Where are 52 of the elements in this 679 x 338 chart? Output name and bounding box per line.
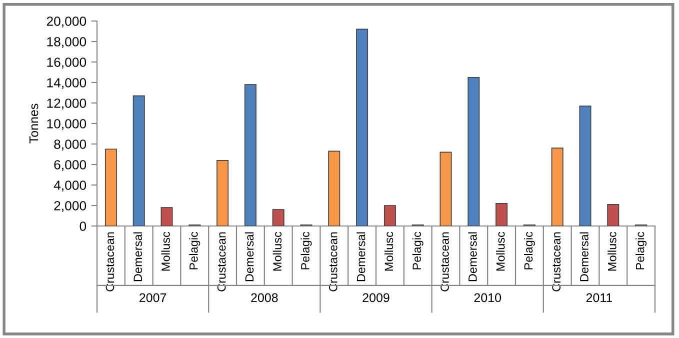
y-tick-label: 16,000: [47, 58, 86, 68]
bar: [384, 205, 396, 226]
bar: [551, 148, 564, 226]
bar: [132, 95, 145, 226]
bar: [216, 160, 229, 226]
x-tick-label: Pelagic: [524, 232, 535, 270]
x-tick-label: Demersal: [244, 232, 254, 282]
x-tick-label: Pelagic: [189, 232, 200, 270]
bar: [356, 28, 368, 226]
x-tick-label: Crustacean: [106, 232, 114, 292]
y-tick-label: 8,000: [54, 140, 86, 150]
bar: [468, 76, 480, 226]
text: 2007: [140, 293, 166, 302]
x-tick-label: Mollusc: [496, 232, 505, 271]
bar: [244, 84, 256, 226]
text: 2008: [251, 293, 278, 302]
x-tick-label: Pelagic: [412, 232, 424, 270]
x-tick-label: Pelagic: [636, 232, 647, 270]
bar: [272, 209, 284, 226]
x-tick-label: Mollusc: [608, 232, 616, 271]
y-tick-label: 18,000: [47, 37, 86, 48]
y-tick-label: 12,000: [47, 98, 86, 110]
y-tick-label: 10,000: [47, 119, 86, 130]
text: 2010: [474, 293, 502, 302]
x-tick-label: Crustacean: [552, 232, 561, 292]
x-tick-label: Demersal: [133, 232, 142, 282]
bar: [440, 152, 452, 226]
y-tick-label: 20,000: [46, 16, 86, 28]
y-tick-label: 4,000: [54, 180, 86, 192]
x-tick-label: Crustacean: [440, 232, 449, 292]
x-tick-label: Mollusc: [384, 232, 394, 271]
x-tick-label: Demersal: [468, 232, 477, 282]
bar: [328, 150, 340, 226]
bar: [496, 203, 508, 226]
y-tick-label: 2,000: [54, 201, 86, 212]
y-tick-label: 0: [80, 222, 86, 231]
x-tick-label: Crustacean: [328, 232, 338, 292]
y-tick-label: 14,000: [47, 78, 86, 89]
y-axis-title: Tonnes: [29, 104, 38, 144]
text: 2009: [362, 293, 390, 302]
text: 2011: [586, 293, 612, 302]
bar: [579, 106, 592, 226]
y-tick-label: 6,000: [54, 160, 86, 171]
x-tick-label: Crustacean: [217, 232, 226, 292]
x-tick-label: Mollusc: [272, 232, 282, 271]
bar: [104, 148, 117, 226]
x-tick-label: Mollusc: [161, 232, 170, 271]
x-tick-label: Demersal: [580, 232, 588, 282]
x-tick-label: Pelagic: [300, 232, 312, 270]
bar: [607, 204, 620, 226]
bar: [160, 207, 173, 226]
x-tick-label: Demersal: [356, 232, 366, 282]
